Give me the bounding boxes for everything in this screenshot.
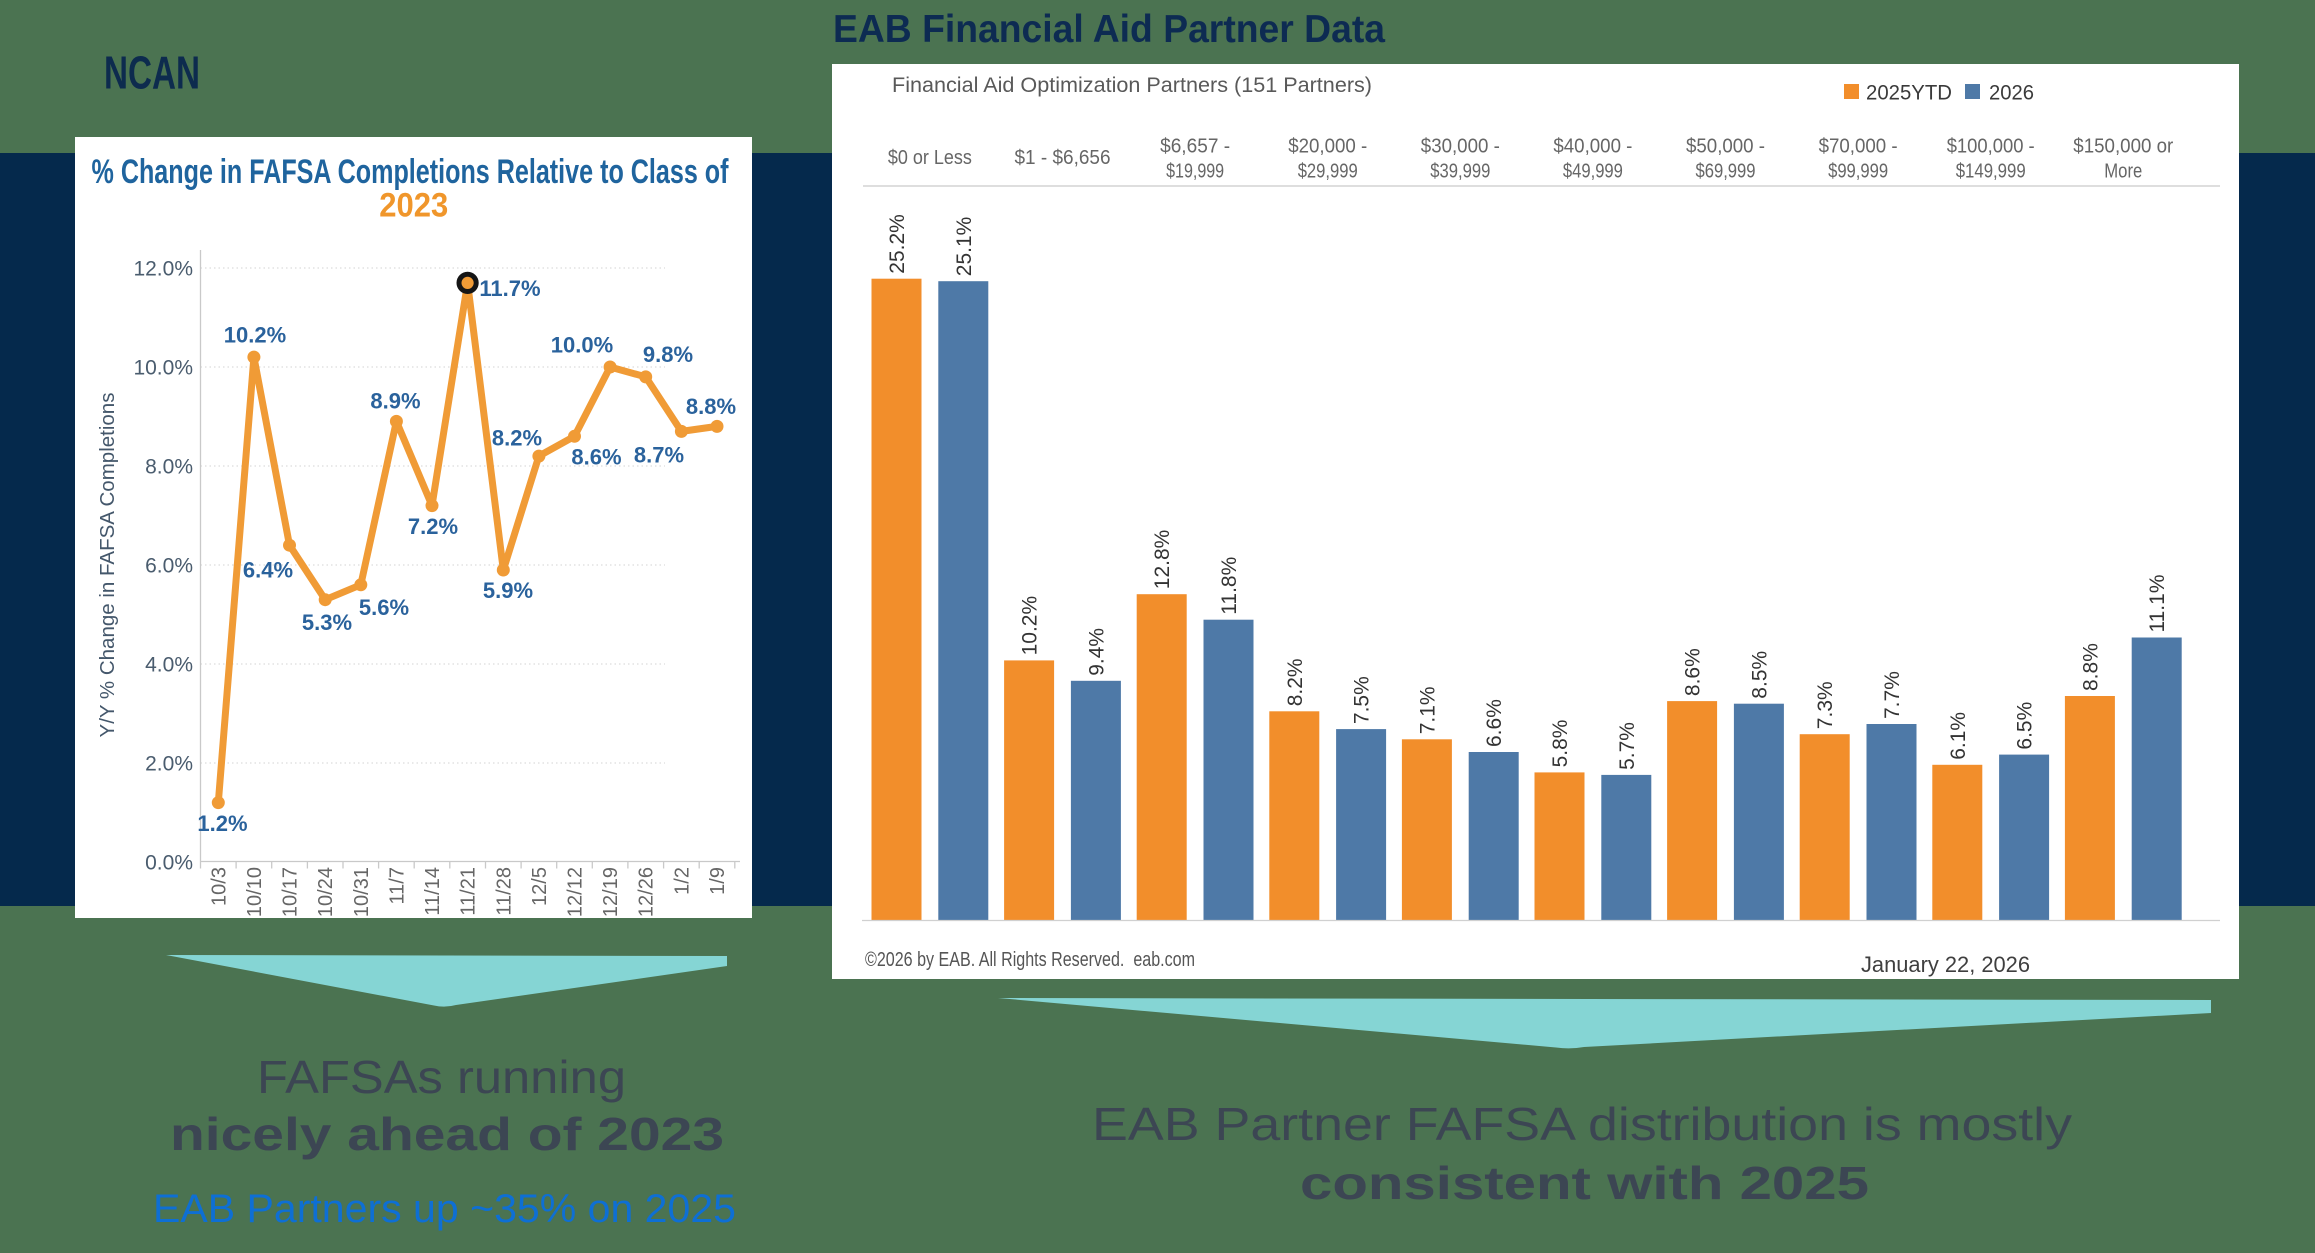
svg-text:12/26: 12/26 <box>636 867 658 917</box>
svg-text:$69,999: $69,999 <box>1696 161 1756 183</box>
svg-text:9.4%: 9.4% <box>1085 628 1108 676</box>
svg-text:2026: 2026 <box>1989 81 2034 105</box>
svg-text:12.0%: 12.0% <box>133 258 193 281</box>
svg-text:6.5%: 6.5% <box>2014 702 2037 750</box>
svg-text:11.8%: 11.8% <box>1218 557 1241 615</box>
svg-text:8.6%: 8.6% <box>571 445 621 470</box>
svg-text:6.6%: 6.6% <box>1483 699 1506 747</box>
svg-text:10.2%: 10.2% <box>1019 596 1042 656</box>
svg-text:10/31: 10/31 <box>351 867 373 917</box>
svg-text:5.7%: 5.7% <box>1616 722 1639 770</box>
svg-text:5.9%: 5.9% <box>483 578 533 603</box>
svg-text:12/5: 12/5 <box>529 867 551 906</box>
svg-text:Y/Y % Change in FAFSA Completi: Y/Y % Change in FAFSA Completions <box>96 393 119 738</box>
svg-text:1/2: 1/2 <box>671 867 693 895</box>
svg-text:$70,000 -: $70,000 - <box>1819 136 1898 158</box>
svg-text:8.7%: 8.7% <box>634 443 684 468</box>
svg-text:25.1%: 25.1% <box>953 217 976 277</box>
svg-text:$150,000 or: $150,000 or <box>2073 136 2173 158</box>
svg-text:January 22, 2026: January 22, 2026 <box>1861 952 2030 977</box>
svg-text:FAFSAs running: FAFSAs running <box>257 1051 626 1103</box>
svg-text:$50,000 -: $50,000 - <box>1686 136 1765 158</box>
svg-text:8.8%: 8.8% <box>2079 643 2102 691</box>
svg-text:11/28: 11/28 <box>493 867 515 916</box>
svg-text:10.2%: 10.2% <box>224 323 286 348</box>
svg-text:12.8%: 12.8% <box>1151 530 1174 590</box>
svg-text:$19,999: $19,999 <box>1166 161 1224 183</box>
svg-text:$30,000 -: $30,000 - <box>1421 136 1500 158</box>
svg-text:$6,657 -: $6,657 - <box>1160 136 1230 158</box>
svg-text:5.3%: 5.3% <box>302 610 352 635</box>
svg-text:2.0%: 2.0% <box>145 753 193 776</box>
svg-text:7.2%: 7.2% <box>408 514 458 539</box>
svg-text:More: More <box>2104 161 2142 183</box>
svg-text:8.8%: 8.8% <box>686 394 736 419</box>
svg-text:10/24: 10/24 <box>315 867 337 917</box>
svg-text:9.8%: 9.8% <box>643 342 693 367</box>
svg-text:25.2%: 25.2% <box>886 214 909 274</box>
svg-text:EAB Financial Aid Partner Data: EAB Financial Aid Partner Data <box>833 8 1385 51</box>
svg-text:7.3%: 7.3% <box>1814 681 1837 729</box>
svg-text:$20,000 -: $20,000 - <box>1288 136 1367 158</box>
svg-text:EAB Partner FAFSA distribution: EAB Partner FAFSA distribution is mostly <box>1092 1098 2072 1150</box>
svg-text:6.0%: 6.0% <box>145 555 193 578</box>
svg-text:10.0%: 10.0% <box>551 333 613 358</box>
svg-text:EAB Partners up ~35% on 2025: EAB Partners up ~35% on 2025 <box>153 1187 736 1231</box>
svg-text:10.0%: 10.0% <box>133 357 193 380</box>
svg-text:6.1%: 6.1% <box>1947 712 1970 760</box>
svg-text:8.9%: 8.9% <box>370 389 420 414</box>
svg-text:0.0%: 0.0% <box>145 852 193 875</box>
svg-text:7.1%: 7.1% <box>1416 686 1439 734</box>
svg-text:8.2%: 8.2% <box>1284 658 1307 706</box>
svg-text:8.6%: 8.6% <box>1682 648 1705 696</box>
svg-text:7.5%: 7.5% <box>1351 676 1374 724</box>
svg-text:$49,999: $49,999 <box>1563 161 1623 183</box>
svg-text:7.7%: 7.7% <box>1881 671 1904 719</box>
svg-text:11/7: 11/7 <box>386 867 408 904</box>
svg-text:8.2%: 8.2% <box>492 426 542 451</box>
svg-text:11.7%: 11.7% <box>479 276 540 301</box>
svg-text:$1 - $6,656: $1 - $6,656 <box>1015 147 1111 169</box>
svg-text:$29,999: $29,999 <box>1298 161 1358 183</box>
svg-text:5.6%: 5.6% <box>359 595 409 620</box>
svg-text:4.0%: 4.0% <box>145 654 193 677</box>
svg-text:12/12: 12/12 <box>565 867 587 917</box>
svg-text:$40,000 -: $40,000 - <box>1553 136 1632 158</box>
svg-text:consistent with 2025: consistent with 2025 <box>1300 1157 1869 1209</box>
svg-text:$99,999: $99,999 <box>1828 161 1888 183</box>
svg-text:10/17: 10/17 <box>280 867 302 917</box>
svg-text:6.4%: 6.4% <box>243 558 293 583</box>
svg-text:1.2%: 1.2% <box>197 811 247 836</box>
svg-text:$100,000 -: $100,000 - <box>1947 136 2035 158</box>
svg-text:$149,999: $149,999 <box>1956 161 2026 183</box>
svg-text:©2026 by EAB. All Rights Reser: ©2026 by EAB. All Rights Reserved. eab.c… <box>865 949 1195 971</box>
svg-text:10/3: 10/3 <box>208 867 230 906</box>
svg-text:8.0%: 8.0% <box>145 456 193 479</box>
svg-text:$0 or Less: $0 or Less <box>888 147 972 169</box>
svg-text:8.5%: 8.5% <box>1748 651 1771 699</box>
svg-text:1/9: 1/9 <box>707 867 729 895</box>
svg-text:10/10: 10/10 <box>244 867 266 917</box>
svg-text:NCAN: NCAN <box>104 47 200 99</box>
svg-text:12/19: 12/19 <box>600 867 622 917</box>
svg-text:11/21: 11/21 <box>458 867 480 916</box>
svg-text:$39,999: $39,999 <box>1430 161 1490 183</box>
svg-text:5.8%: 5.8% <box>1549 720 1572 768</box>
svg-text:11/14: 11/14 <box>422 867 444 916</box>
svg-text:% Change in FAFSA Completions: % Change in FAFSA Completions Relative t… <box>92 153 729 191</box>
svg-text:11.1%: 11.1% <box>2146 575 2169 633</box>
svg-text:Financial Aid Optimization Par: Financial Aid Optimization Partners (151… <box>892 74 1372 97</box>
svg-text:nicely ahead of 2023: nicely ahead of 2023 <box>170 1108 724 1160</box>
svg-text:2025YTD: 2025YTD <box>1866 81 1952 105</box>
svg-text:2023: 2023 <box>379 187 448 225</box>
